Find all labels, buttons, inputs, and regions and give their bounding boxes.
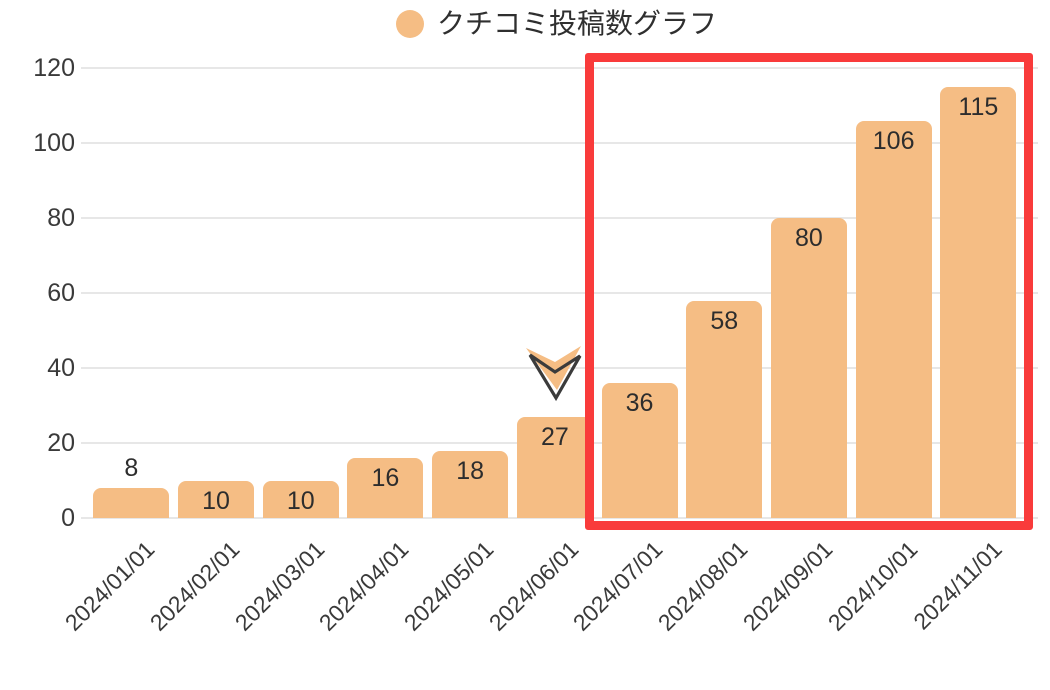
bar-value-label: 106	[872, 126, 915, 155]
gridline	[81, 292, 1038, 294]
bar-value-label: 16	[371, 464, 400, 492]
x-axis-tick-label: 2024/06/01	[483, 536, 584, 636]
x-axis-tick-label: 2024/01/01	[59, 536, 160, 636]
bar	[178, 480, 255, 518]
bar-value-label: 58	[710, 306, 739, 335]
bar	[347, 458, 424, 518]
x-axis-tick-label: 2024/02/01	[144, 536, 245, 636]
y-axis-tick-label: 40	[47, 354, 75, 382]
y-axis-tick-label: 80	[47, 204, 75, 232]
x-axis-tick-label: 2024/07/01	[568, 536, 668, 636]
x-axis-tick-label: 2024/04/01	[314, 536, 414, 636]
bar	[601, 383, 678, 518]
bar	[940, 86, 1017, 518]
bar-value-label: 115	[958, 92, 999, 121]
y-axis-tick-label: 100	[33, 129, 75, 157]
x-axis-tick-label: 2024/11/01	[908, 536, 1007, 635]
bar-value-label: 10	[202, 486, 230, 515]
gridline	[81, 67, 1038, 69]
bar	[770, 218, 847, 518]
gridline	[81, 517, 1038, 519]
legend-marker-icon	[396, 10, 424, 38]
legend-title: クチコミ投稿数グラフ	[437, 8, 718, 39]
bar	[516, 416, 593, 518]
x-axis-tick-label: 2024/05/01	[398, 536, 499, 636]
gridline	[81, 217, 1038, 219]
x-axis-tick-label: 2024/10/01	[822, 536, 923, 636]
y-axis-tick-label: 0	[61, 504, 75, 532]
bar	[855, 120, 932, 518]
bar	[93, 488, 170, 518]
bar-value-label: 80	[795, 224, 823, 252]
bar	[432, 450, 509, 518]
x-axis-tick-label: 2024/09/01	[737, 536, 838, 636]
bar	[686, 300, 763, 518]
bar-value-label: 36	[625, 389, 654, 417]
chart-legend: クチコミ投稿数グラフ	[396, 8, 717, 40]
chevron-down-icon	[525, 346, 582, 402]
gridline	[81, 142, 1038, 144]
bar-value-label: 18	[456, 456, 485, 485]
bar	[262, 480, 339, 518]
bar-value-label: 27	[540, 422, 569, 451]
y-axis-tick-label: 20	[47, 429, 75, 457]
x-axis-tick-label: 2024/08/01	[652, 536, 753, 636]
bar-value-label: 8	[124, 454, 139, 482]
x-axis-tick-label: 2024/03/01	[229, 536, 330, 636]
y-axis-tick-label: 60	[47, 279, 75, 307]
y-axis-tick-label: 120	[33, 54, 75, 82]
bar-value-label: 10	[286, 486, 315, 515]
